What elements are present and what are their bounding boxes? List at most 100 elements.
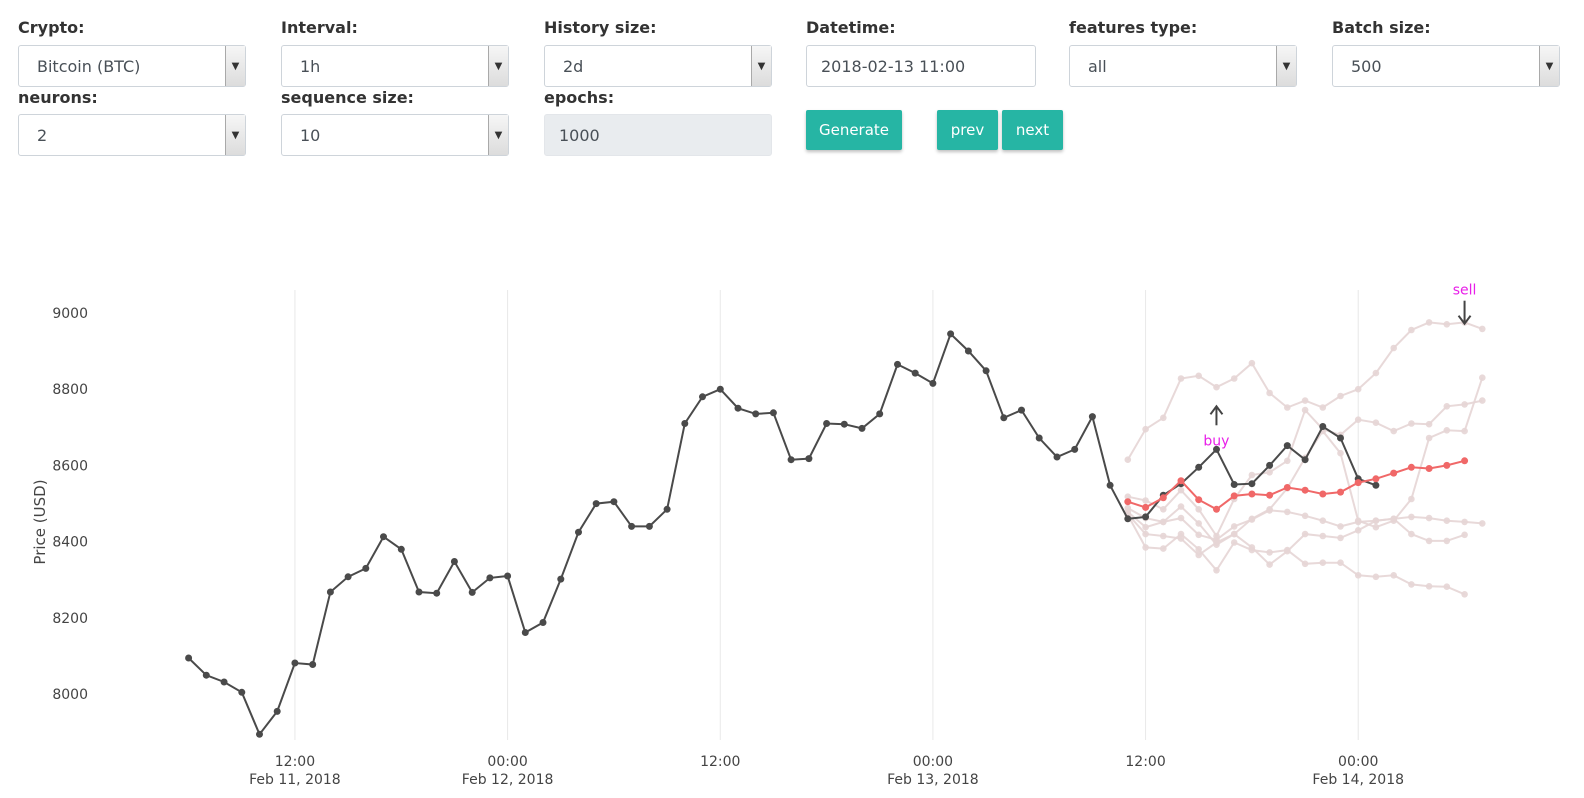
history-point: [911, 369, 919, 377]
history-point: [397, 545, 405, 553]
alt-prediction-point: [1124, 493, 1132, 501]
prediction-point: [1266, 491, 1274, 499]
alt-prediction-point: [1213, 539, 1220, 546]
alt-prediction-line: [1126, 514, 1465, 596]
prediction-point: [1354, 479, 1362, 487]
prev-button[interactable]: prev: [937, 110, 998, 150]
chevron-down-icon[interactable]: ▼: [1276, 46, 1296, 86]
history-point: [628, 522, 636, 530]
alt-prediction-point: [1284, 508, 1291, 516]
alt-prediction-point: [1195, 551, 1202, 559]
interval-select[interactable]: 1h ▼: [281, 45, 509, 87]
alt-prediction-point: [1354, 518, 1362, 526]
alt-prediction-point: [1354, 527, 1362, 534]
alt-prediction-line: [1127, 513, 1465, 566]
crypto-select[interactable]: Bitcoin (BTC) ▼: [18, 45, 246, 87]
alt-prediction-point: [1354, 385, 1362, 393]
alt-prediction-point: [1337, 392, 1344, 400]
chevron-down-icon[interactable]: ▼: [225, 115, 245, 155]
alt-prediction-point: [1284, 547, 1291, 555]
history-point: [823, 420, 831, 427]
alt-prediction-point: [1461, 518, 1468, 526]
history-point: [716, 385, 724, 393]
alt-prediction-point: [1425, 420, 1433, 428]
x-tick-label: 12:00: [1125, 754, 1165, 770]
alt-prediction-point: [1142, 523, 1149, 531]
x-tick-date-label: Feb 14, 2018: [1312, 772, 1404, 788]
annotations: buy sell: [1203, 283, 1476, 450]
history-point: [929, 379, 937, 387]
generate-button[interactable]: Generate: [806, 110, 902, 150]
prediction-point: [1283, 484, 1291, 491]
prediction-point: [1372, 475, 1380, 483]
alt-prediction-point: [1319, 404, 1327, 411]
chevron-down-icon[interactable]: ▼: [225, 46, 245, 86]
history-point: [504, 572, 512, 580]
datetime-value: 2018-02-13 11:00: [821, 56, 966, 76]
epochs-value: 1000: [559, 125, 600, 145]
y-tick-label: 8000: [52, 687, 88, 703]
alt-prediction-point: [1479, 374, 1486, 382]
alt-prediction-point: [1390, 427, 1397, 435]
history-point: [273, 707, 281, 715]
history-size-value: 2d: [563, 56, 584, 76]
history-line: [187, 332, 1377, 737]
alt-prediction-point: [1160, 518, 1167, 526]
prediction-point: [1195, 496, 1203, 504]
history-point: [450, 558, 458, 565]
alt-prediction-point: [1425, 537, 1433, 545]
history-point: [699, 393, 706, 401]
history-point: [982, 367, 990, 375]
next-button[interactable]: next: [1002, 110, 1063, 150]
alt-prediction-point: [1301, 397, 1309, 404]
alt-prediction-point: [1301, 406, 1309, 414]
alt-prediction-point: [1213, 383, 1220, 391]
alt-prediction-point: [1230, 523, 1238, 530]
alt-prediction-point: [1301, 530, 1309, 538]
y-axis-title: Price (USD): [31, 479, 49, 564]
neurons-select[interactable]: 2 ▼: [18, 114, 246, 156]
history-size-select[interactable]: 2d ▼: [544, 45, 772, 87]
history-point: [1319, 423, 1327, 430]
alt-prediction-point: [1230, 375, 1238, 382]
history-point: [256, 730, 263, 738]
crypto-label: Crypto:: [18, 18, 85, 37]
chevron-down-icon[interactable]: ▼: [751, 46, 771, 86]
sequence-size-value: 10: [300, 125, 321, 145]
chevron-down-icon[interactable]: ▼: [488, 115, 508, 155]
history-series: [185, 330, 1380, 738]
alt-prediction-point: [1390, 515, 1397, 523]
y-tick-label: 8200: [52, 611, 88, 627]
alt-prediction-point: [1479, 325, 1486, 333]
alt-prediction-point: [1230, 539, 1238, 546]
alt-prediction-point: [1319, 517, 1327, 524]
history-point: [1230, 481, 1238, 488]
x-tick-label: 00:00: [913, 754, 953, 770]
datetime-input[interactable]: 2018-02-13 11:00: [806, 45, 1036, 87]
alt-prediction-point: [1461, 427, 1468, 435]
prediction-point: [1142, 503, 1150, 511]
features-type-select[interactable]: all ▼: [1069, 45, 1297, 87]
alt-prediction-point: [1195, 520, 1202, 527]
chevron-down-icon[interactable]: ▼: [1539, 46, 1559, 86]
x-tick-label: 12:00: [275, 754, 315, 770]
batch-size-select[interactable]: 500 ▼: [1332, 45, 1560, 87]
sequence-size-select[interactable]: 10 ▼: [281, 114, 509, 156]
alt-prediction-point: [1319, 559, 1327, 566]
x-tick-date-label: Feb 11, 2018: [249, 772, 341, 788]
chevron-down-icon[interactable]: ▼: [488, 46, 508, 86]
crypto-value: Bitcoin (BTC): [37, 56, 141, 76]
alt-prediction-point: [1248, 516, 1256, 523]
history-point: [1053, 453, 1061, 461]
arrow-up-head: [1209, 404, 1224, 415]
alt-prediction-point: [1230, 530, 1238, 538]
history-point: [220, 678, 228, 686]
chart-grid: [294, 290, 1359, 740]
alt-prediction-point: [1372, 573, 1380, 581]
sell-annotation: sell: [1453, 283, 1477, 299]
history-point: [645, 522, 653, 530]
alt-prediction-point: [1461, 401, 1468, 408]
alt-prediction-point: [1372, 517, 1380, 524]
alt-prediction-point: [1142, 497, 1149, 504]
